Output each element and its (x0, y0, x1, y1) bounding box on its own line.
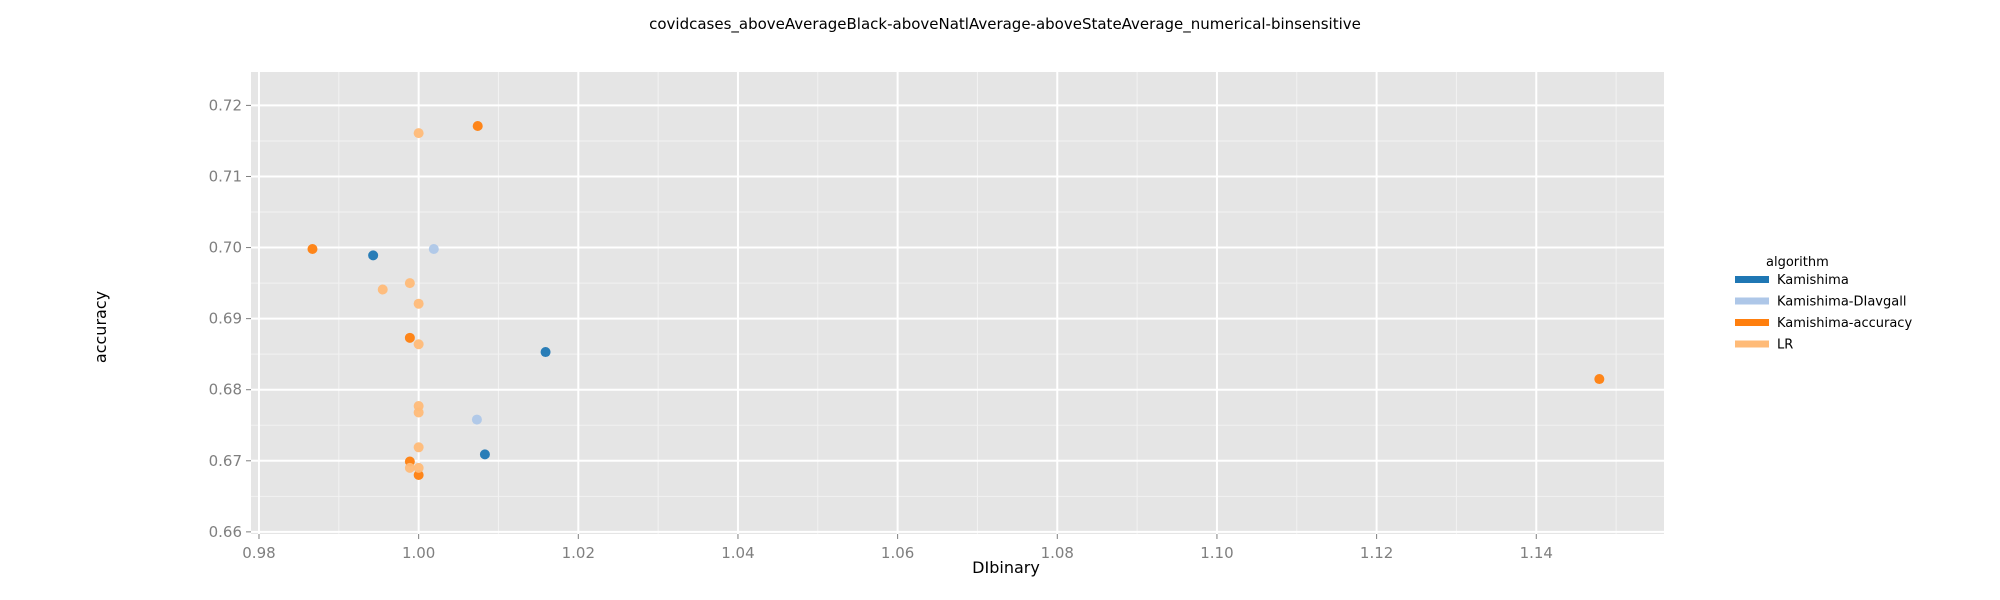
y-axis-ticks: 0.66 0.67 0.68 0.69 0.70 0.71 0.72 (209, 96, 251, 541)
data-point (413, 442, 424, 453)
legend-swatch (1735, 297, 1769, 305)
data-point (540, 347, 551, 358)
data-point (413, 339, 424, 350)
y-tick-label: 0.71 (209, 167, 242, 185)
y-tick-label: 0.67 (209, 452, 242, 470)
data-point (428, 243, 439, 254)
legend: algorithm KamishimaKamishima-DIavgallKam… (1735, 255, 1912, 353)
y-tick-label: 0.66 (209, 523, 242, 541)
legend-title: algorithm (1766, 255, 1829, 270)
x-tick-label: 1.14 (1520, 544, 1553, 562)
legend-swatch (1735, 340, 1769, 348)
x-tick-label: 1.02 (562, 544, 595, 562)
y-tick-label: 0.69 (209, 310, 242, 328)
data-point (413, 298, 424, 309)
y-tick-label: 0.68 (209, 381, 242, 399)
legend-swatch (1735, 319, 1769, 326)
x-tick-label: 1.00 (402, 544, 435, 562)
legend-swatch (1735, 276, 1769, 283)
data-point (307, 243, 318, 254)
data-point (404, 278, 415, 289)
data-point (404, 462, 415, 473)
minor-gridlines (251, 72, 1664, 534)
data-point (413, 470, 424, 481)
legend-label: Kamishima (1777, 273, 1849, 288)
x-tick-label: 1.08 (1041, 544, 1074, 562)
data-points (307, 121, 1605, 481)
legend-items: Kamishima Kamishima-DIavgall Kamishima-acc… (1735, 273, 1912, 353)
data-point (1594, 374, 1605, 385)
data-point (404, 332, 415, 343)
data-point (479, 449, 490, 460)
x-axis-label: DIbinary (972, 558, 1040, 577)
x-tick-label: 1.06 (881, 544, 914, 562)
legend-label: LR (1777, 338, 1793, 353)
data-point (413, 128, 424, 139)
legend-label: Kamishima-DIavgall (1777, 295, 1906, 310)
y-tick-label: 0.72 (209, 96, 242, 114)
data-point (368, 250, 379, 261)
data-point (472, 121, 483, 132)
y-tick-label: 0.70 (209, 239, 242, 257)
x-tick-label: 0.98 (242, 544, 275, 562)
data-point (471, 414, 482, 425)
y-axis-label: accuracy (91, 291, 110, 363)
x-axis-ticks: 0.98 1.00 1.02 1.04 1.06 1.08 1.10 1.12 1.14 (242, 534, 1553, 562)
x-tick-label: 1.10 (1200, 544, 1233, 562)
data-point (377, 284, 388, 295)
major-gridlines (251, 72, 1664, 534)
data-point (413, 462, 424, 473)
legend-label: Kamishima-accuracy (1777, 316, 1912, 331)
data-point (413, 407, 424, 418)
x-tick-label: 1.12 (1360, 544, 1393, 562)
chart-title: covidcases_aboveAverageBlack-aboveNatlAv… (649, 15, 1361, 34)
x-tick-label: 1.04 (721, 544, 754, 562)
